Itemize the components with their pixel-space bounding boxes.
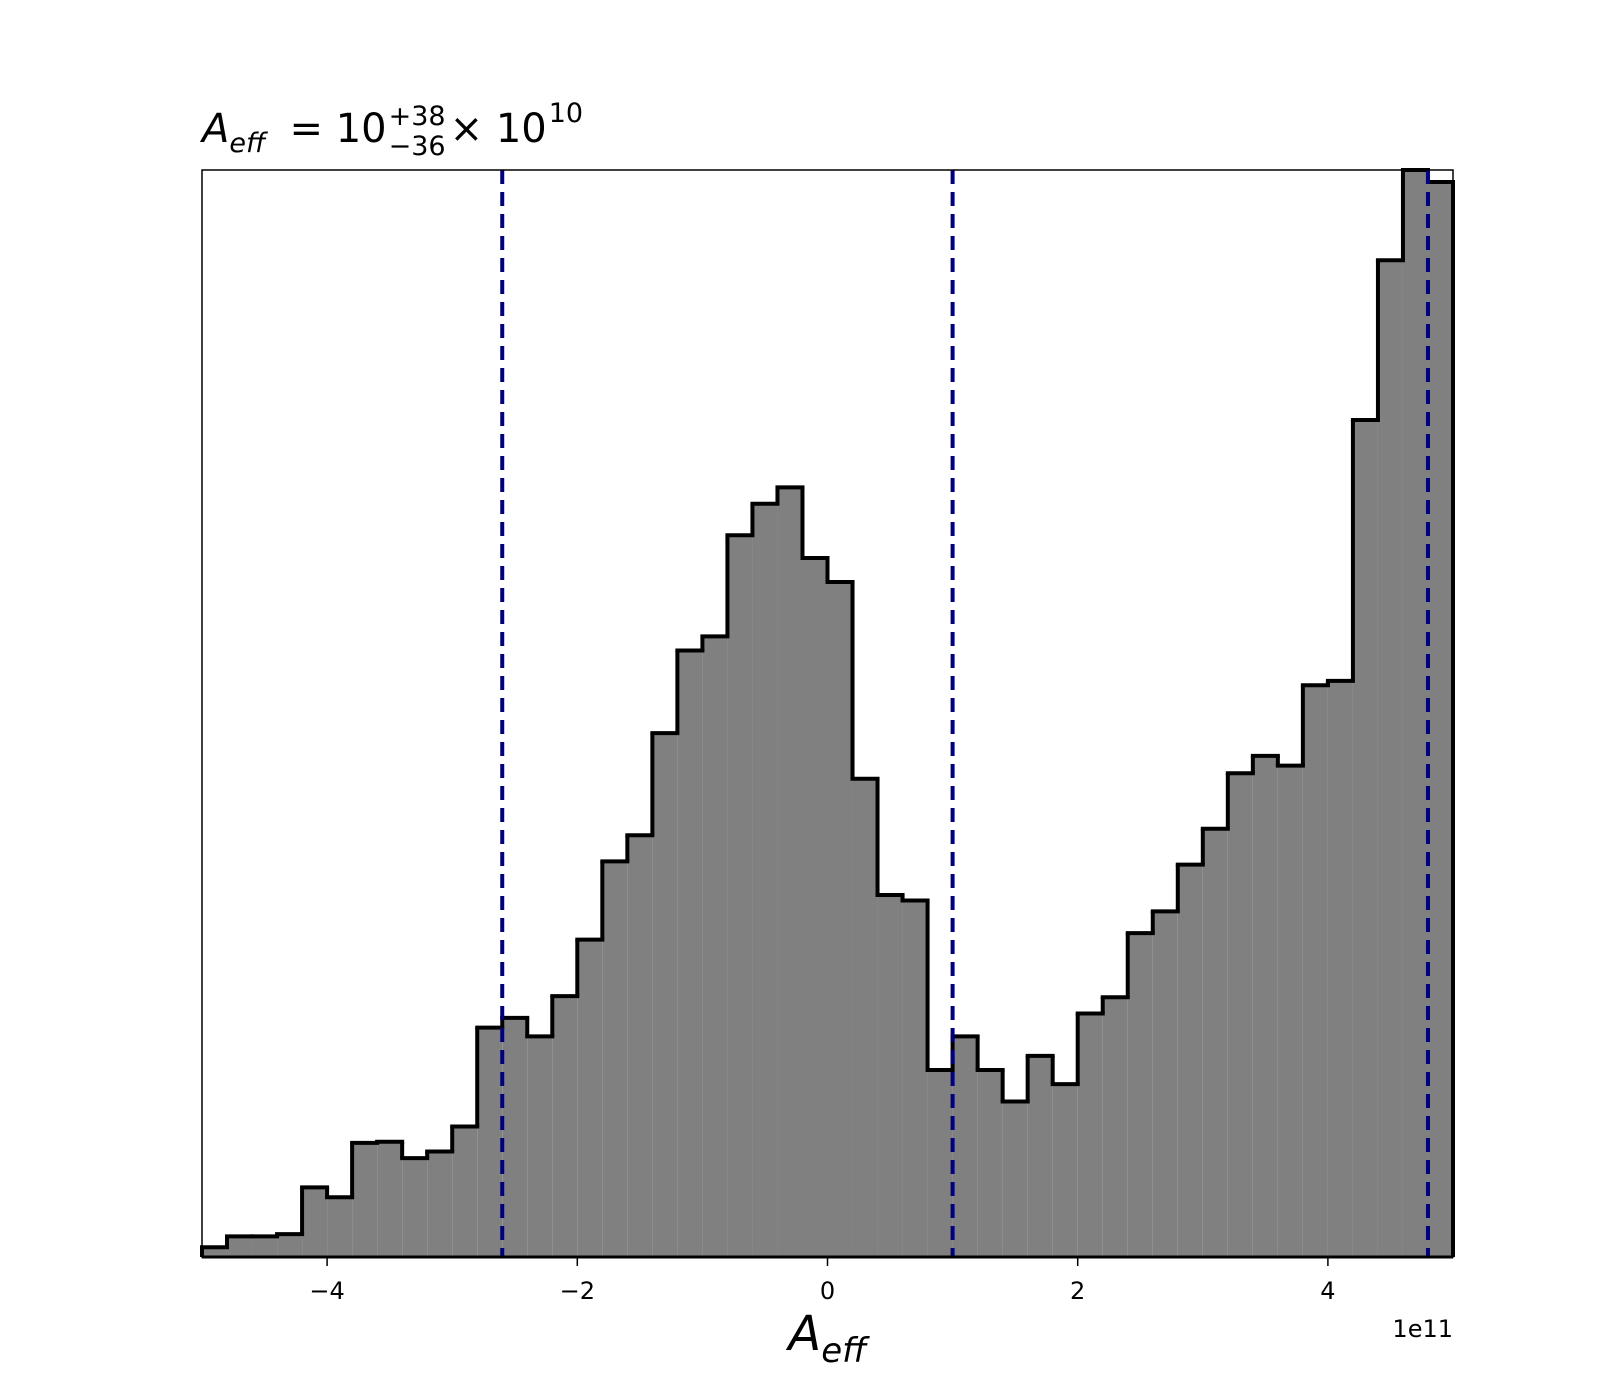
x-offset-label: 1e11	[1392, 1315, 1453, 1343]
bar	[577, 939, 603, 1257]
bar	[352, 1142, 378, 1257]
bar	[302, 1187, 328, 1257]
bar	[1002, 1101, 1028, 1257]
bar	[602, 861, 628, 1257]
bar	[1427, 181, 1453, 1257]
bar	[827, 581, 853, 1257]
x-tick-label: 4	[1320, 1277, 1335, 1305]
bar	[1377, 260, 1403, 1257]
bar	[877, 895, 903, 1257]
x-tick-label: 2	[1070, 1277, 1085, 1305]
bar	[1227, 773, 1253, 1257]
bar	[802, 558, 828, 1257]
bar	[1052, 1084, 1078, 1257]
bar	[452, 1126, 478, 1257]
bar	[1327, 680, 1353, 1257]
bar	[502, 1017, 528, 1257]
bar	[777, 487, 803, 1257]
title-symbol: A	[199, 106, 229, 152]
bar	[202, 1247, 228, 1257]
x-tick-label: −2	[560, 1277, 595, 1305]
title-exponent: 10	[549, 98, 583, 129]
title-text: = 10	[289, 106, 386, 152]
title-times: × 10	[450, 106, 547, 152]
bar	[1352, 420, 1378, 1257]
x-axis-label: A	[785, 1306, 821, 1362]
bar	[1027, 1055, 1053, 1257]
bar	[327, 1197, 353, 1257]
bar	[652, 733, 678, 1257]
bar	[1102, 997, 1128, 1257]
bar	[627, 835, 653, 1257]
bar	[252, 1236, 278, 1257]
bar	[527, 1036, 553, 1257]
bar	[227, 1236, 253, 1257]
bar	[1277, 765, 1303, 1257]
bar	[1127, 933, 1153, 1257]
bar	[402, 1158, 428, 1257]
bar	[852, 778, 878, 1257]
bar	[927, 1070, 953, 1257]
bar	[752, 503, 778, 1258]
bar	[952, 1036, 978, 1257]
bar	[277, 1234, 303, 1257]
bar	[727, 535, 753, 1257]
x-tick-label: 0	[820, 1277, 835, 1305]
bar	[1077, 1013, 1103, 1257]
bar	[477, 1027, 503, 1257]
title-lower: −36	[389, 131, 446, 162]
x-axis-label-subscript: eff	[821, 1331, 870, 1371]
bar	[377, 1141, 403, 1257]
bar	[1252, 755, 1278, 1257]
bar	[977, 1070, 1003, 1257]
bar	[1152, 911, 1178, 1257]
title-subscript: eff	[229, 128, 268, 159]
bar	[1302, 685, 1328, 1257]
bar	[1402, 170, 1428, 1257]
bar	[902, 900, 928, 1257]
bar	[427, 1151, 453, 1257]
bar	[1202, 828, 1228, 1257]
bar	[702, 636, 728, 1257]
x-tick-label: −4	[309, 1277, 344, 1305]
bar	[552, 996, 578, 1257]
bar	[677, 650, 703, 1257]
bar	[1177, 864, 1203, 1257]
title-upper: +38	[389, 101, 446, 132]
